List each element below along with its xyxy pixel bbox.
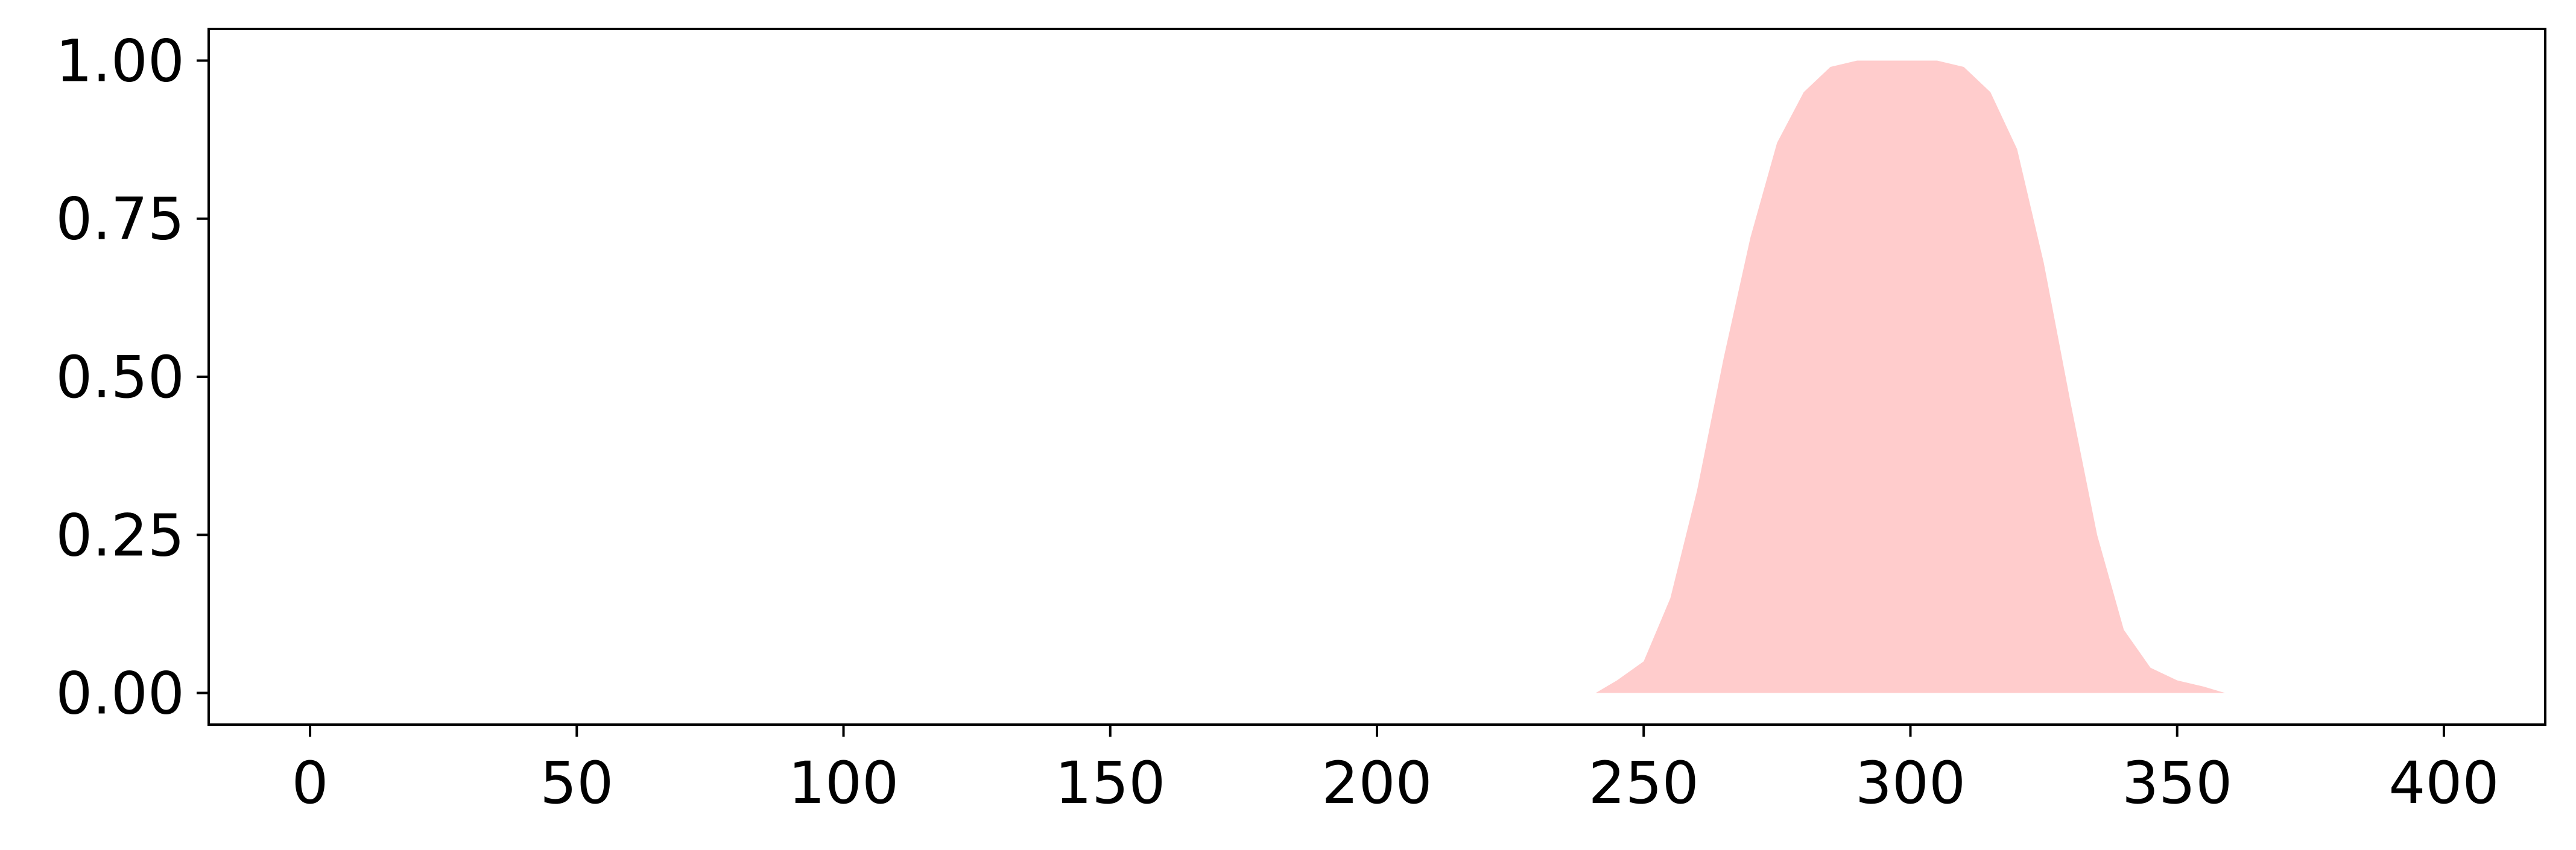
x-tick-label: 50 xyxy=(540,749,613,817)
x-tick-label: 100 xyxy=(788,749,899,817)
y-tick-label: 0.75 xyxy=(55,186,185,253)
y-axis: 0.00 0.25 0.50 0.75 1.00 xyxy=(55,27,209,728)
x-tick-label: 400 xyxy=(2388,749,2499,817)
x-tick-label: 350 xyxy=(2122,749,2232,817)
y-tick-label: 0.50 xyxy=(55,344,185,411)
x-tick-label: 200 xyxy=(1321,749,1432,817)
y-tick-label: 0.25 xyxy=(55,502,185,569)
area-series-0 xyxy=(1595,60,2226,693)
x-tick-label: 150 xyxy=(1055,749,1165,817)
x-tick-label: 250 xyxy=(1589,749,1699,817)
y-tick-label: 1.00 xyxy=(55,27,185,95)
x-axis: 0 50 100 150 200 250 300 350 400 xyxy=(292,725,2499,817)
area-layer xyxy=(1595,60,2226,693)
x-tick-label: 300 xyxy=(1855,749,1966,817)
x-tick-label: 0 xyxy=(292,749,329,817)
y-tick-label: 0.00 xyxy=(55,660,185,728)
